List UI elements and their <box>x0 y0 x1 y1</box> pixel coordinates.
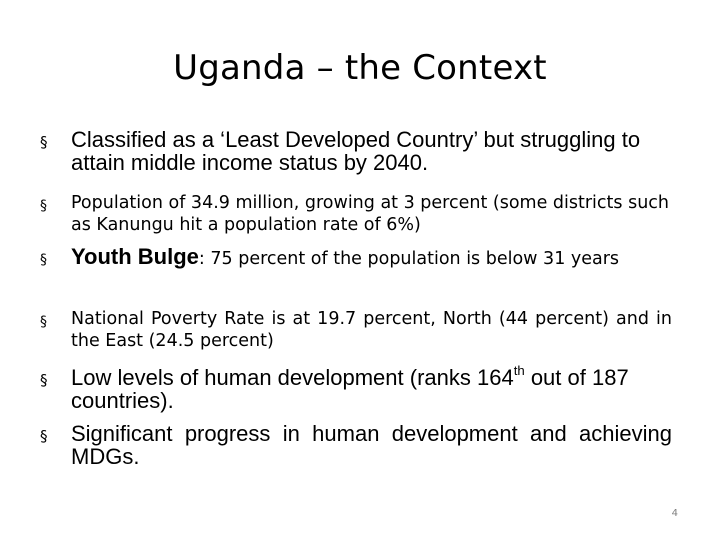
bullet-text-wrap: Low levels of human development (ranks 1… <box>71 362 672 413</box>
bullet-marker: § <box>40 133 48 151</box>
page-number: 4 <box>671 508 678 519</box>
bullet-item: § Classified as a ‘Least Developed Count… <box>40 128 672 174</box>
bullet-marker: § <box>40 252 47 268</box>
bullet-text: Low levels of human development (ranks 1… <box>71 365 514 390</box>
bullet-item: § Youth Bulge: 75 percent of the populat… <box>40 246 672 270</box>
ordinal-suffix: th <box>513 362 525 378</box>
bullet-text: Classified as a ‘Least Developed Country… <box>71 127 641 175</box>
bullet-marker: § <box>40 427 48 445</box>
bullet-text: : 75 percent of the population is below … <box>198 249 620 269</box>
bullet-item: § National Poverty Rate is at 19.7 perce… <box>40 308 672 352</box>
bullet-text: National Poverty Rate is at 19.7 percent… <box>71 309 672 351</box>
bullet-item: § Low levels of human development (ranks… <box>40 362 672 413</box>
youth-bulge-label: Youth Bulge <box>71 244 199 269</box>
bullet-text: Population of 34.9 million, growing at 3… <box>71 193 669 235</box>
slide-title: Uganda – the Context <box>173 48 547 88</box>
bullet-marker: § <box>40 198 47 214</box>
bullet-text-tail: out of 187 countries). <box>71 365 629 413</box>
bullet-text: Significant progress in human developmen… <box>71 421 672 469</box>
bullet-marker: § <box>40 314 47 330</box>
bullet-item: § Significant progress in human developm… <box>40 422 672 468</box>
bullet-item: § Population of 34.9 million, growing at… <box>40 192 672 236</box>
bullet-text-wrap: Youth Bulge: 75 percent of the populatio… <box>71 246 672 270</box>
bullet-marker: § <box>40 371 48 389</box>
